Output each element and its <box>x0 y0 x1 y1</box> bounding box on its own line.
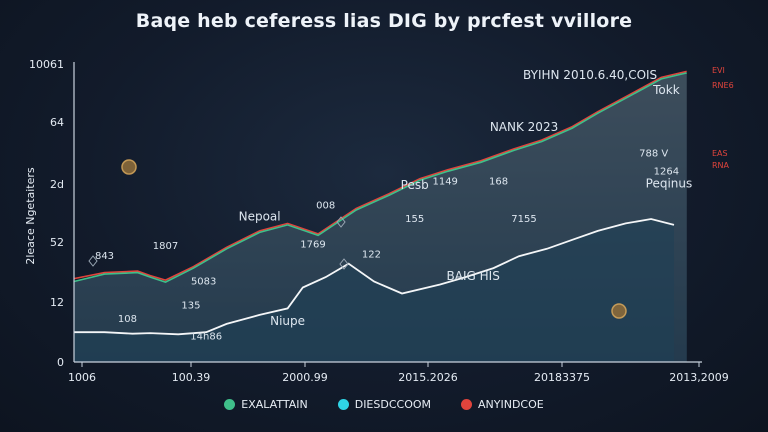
legend: EXALATTAIN DIESDCCOOM ANYINDCOE <box>0 398 768 411</box>
legend-item-diesdccoom: DIESDCCOOM <box>337 398 432 411</box>
series-line-diesdccoom <box>74 218 675 336</box>
marker-icon <box>121 159 137 175</box>
data-label: Peqinus <box>646 177 693 191</box>
chart-title: Baqe heb ceferess lias DIG by prcfest vv… <box>135 10 633 32</box>
legend-item-anyindcoe: ANYINDCOE <box>461 398 544 411</box>
data-label: 1769 <box>300 239 325 250</box>
legend-dot-icon <box>224 399 236 410</box>
y-tick-label: 10061 <box>29 58 64 71</box>
data-label: 155 <box>405 214 424 225</box>
x-tick-label: 1006 <box>68 371 96 384</box>
data-label: 843 <box>95 251 114 262</box>
data-label: 7155 <box>511 214 536 225</box>
data-label: 1149 <box>432 177 457 188</box>
data-label: BYIHN 2010.6.40,COIS <box>523 68 657 82</box>
data-label: 788 V <box>639 148 668 159</box>
marker-icon <box>88 255 98 267</box>
data-label: 135 <box>181 300 200 311</box>
legend-label: DIESDCCOOM <box>354 398 432 411</box>
legend-dot-icon <box>337 399 349 410</box>
area-fill-lower <box>74 219 675 362</box>
y-axis-label: 2leace Ngetaiters <box>24 167 37 265</box>
data-label: 008 <box>316 201 335 212</box>
y-tick-label: 12 <box>50 296 64 309</box>
series-end-label: RNA <box>712 161 730 170</box>
data-label: Tokk <box>652 83 680 97</box>
data-label: 168 <box>489 177 508 188</box>
data-label: Pesb <box>401 178 429 192</box>
data-label: Niupe <box>270 314 305 328</box>
marker-icon <box>339 258 349 270</box>
x-tick-label: 2015.2026 <box>398 371 458 384</box>
series-end-label: EVI <box>712 66 725 75</box>
marker-icon <box>611 303 627 319</box>
data-label: 108 <box>118 314 137 325</box>
x-tick-label: 2013,2009 <box>669 371 729 384</box>
x-tick-label: 20183375 <box>534 371 590 384</box>
data-label: 14h86 <box>190 332 222 343</box>
data-label: 122 <box>362 250 381 261</box>
data-label: 1807 <box>153 241 178 252</box>
x-tick-label: 100.39 <box>172 371 211 384</box>
series-line-exalattain <box>73 72 687 283</box>
legend-label: ANYINDCOE <box>478 398 544 411</box>
y-tick-label: 2d <box>50 178 64 191</box>
data-label: 1264 <box>654 166 679 177</box>
marker-icon <box>336 216 346 228</box>
legend-label: EXALATTAIN <box>241 398 308 411</box>
data-label: NANK 2023 <box>490 120 558 134</box>
x-tick-label: 2000.99 <box>282 371 328 384</box>
data-label: BAIG HIS <box>447 269 500 283</box>
series-line-anyindcoe <box>73 70 687 281</box>
data-label: Nepoal <box>239 209 281 223</box>
y-tick-label: 64 <box>50 116 64 129</box>
legend-item-exalattain: EXALATTAIN <box>224 398 308 411</box>
series-end-label: RNE6 <box>712 81 734 90</box>
area-fill-band <box>74 72 687 363</box>
data-label: 5083 <box>191 277 216 288</box>
y-tick-label: 52 <box>50 236 64 249</box>
legend-dot-icon <box>461 399 473 410</box>
y-tick-label: 0 <box>57 356 64 369</box>
series-end-label: EAS <box>712 149 728 158</box>
